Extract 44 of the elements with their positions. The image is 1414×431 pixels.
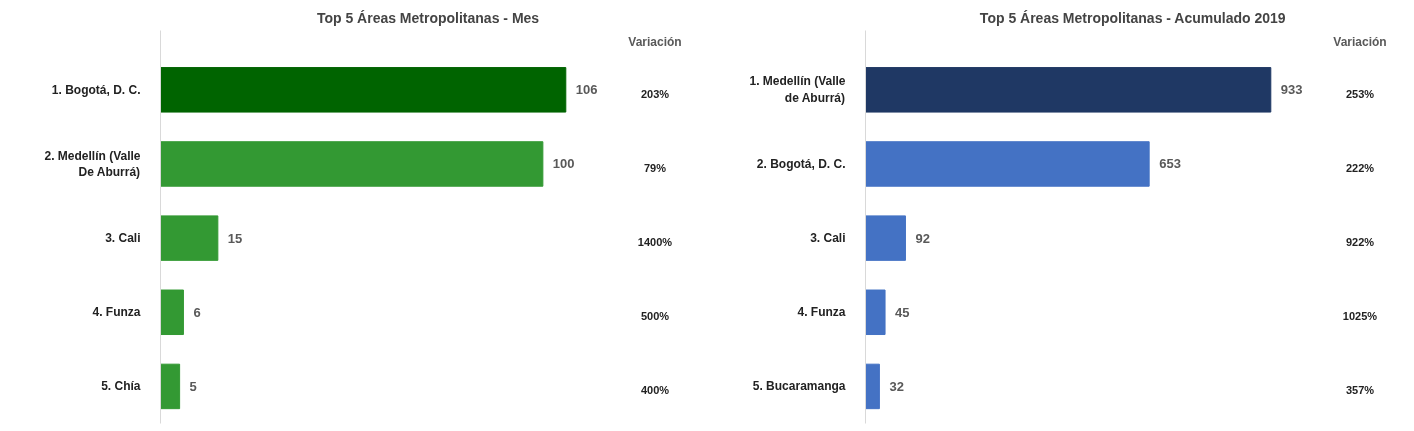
text: 922%: [1345, 236, 1375, 249]
bar: [160, 363, 181, 410]
data-label: 6: [193, 304, 201, 320]
chart-title: Top 5 Áreas Metropolitanas - Mes: [316, 9, 540, 26]
data-label: 45: [895, 304, 910, 320]
y-tick-label: 5. Bucaramanga: [752, 379, 846, 394]
text: 1025%: [1342, 310, 1378, 323]
data-label: 100: [552, 156, 575, 172]
chart-title: Top 5 Áreas Metropolitanas - Acumulado 2019: [979, 9, 1286, 26]
text: 1400%: [637, 236, 673, 249]
y-tick-label: 2. Bogotá, D. C.: [756, 156, 846, 171]
data-label: 933: [1280, 82, 1303, 98]
y-tick-label: 3. Cali: [810, 231, 846, 246]
text: 222%: [1345, 161, 1375, 174]
bar: [865, 215, 906, 261]
y-tick-label: 5. Chía: [101, 379, 141, 394]
bar: [160, 215, 219, 261]
y-tick-label: 3. Cali: [105, 231, 141, 246]
data-label: 15: [227, 230, 243, 246]
text: Variación: [1333, 34, 1387, 49]
data-label: 653: [1159, 156, 1181, 172]
data-label: 92: [915, 230, 930, 246]
text: Variación: [628, 34, 682, 49]
y-tick-label: 4. Funza: [92, 305, 141, 320]
y-tick-label: 2. Medellín (Valle De Aburrá): [44, 148, 141, 180]
text: 253%: [1345, 87, 1375, 100]
text: 357%: [1345, 384, 1375, 397]
bar: [160, 289, 184, 336]
text: 203%: [640, 87, 670, 100]
bar: [865, 141, 1150, 187]
bar: [865, 289, 886, 336]
bar: [160, 141, 544, 187]
bar: [865, 67, 1272, 113]
text: 400%: [640, 384, 670, 397]
text: 500%: [640, 310, 670, 323]
data-label: 32: [889, 378, 904, 394]
y-tick-label: 1. Medellín (Valle de Aburrá): [749, 74, 846, 106]
data-label: 106: [575, 82, 598, 98]
bar: [865, 363, 880, 410]
data-label: 5: [189, 378, 197, 394]
text: 79%: [643, 161, 667, 174]
y-tick-label: 1. Bogotá, D. C.: [51, 82, 141, 97]
y-tick-label: 4. Funza: [797, 305, 846, 320]
bar: [160, 67, 567, 113]
